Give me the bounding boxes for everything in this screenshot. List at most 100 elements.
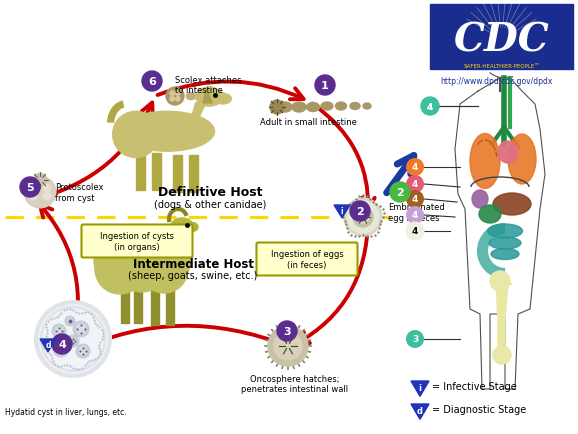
- Text: Embryonated
egg in feces: Embryonated egg in feces: [388, 203, 444, 222]
- Circle shape: [68, 319, 72, 323]
- Text: d: d: [45, 341, 51, 349]
- Circle shape: [94, 243, 130, 279]
- Bar: [134, 287, 142, 323]
- Circle shape: [43, 184, 51, 193]
- Circle shape: [142, 72, 162, 92]
- Text: 4: 4: [412, 227, 418, 236]
- Circle shape: [140, 246, 188, 293]
- Ellipse shape: [350, 103, 360, 110]
- Circle shape: [170, 97, 175, 102]
- Polygon shape: [334, 206, 350, 218]
- Polygon shape: [203, 90, 212, 104]
- Text: 6: 6: [148, 77, 156, 87]
- Text: = Diagnostic Stage: = Diagnostic Stage: [432, 404, 526, 414]
- Ellipse shape: [186, 93, 196, 101]
- FancyBboxPatch shape: [81, 225, 192, 258]
- Text: Scolex attaches
to intestine: Scolex attaches to intestine: [175, 76, 242, 95]
- Circle shape: [490, 271, 510, 291]
- Circle shape: [421, 98, 439, 116]
- Circle shape: [347, 201, 379, 233]
- Ellipse shape: [278, 103, 292, 113]
- Ellipse shape: [214, 94, 231, 105]
- Polygon shape: [170, 234, 182, 250]
- Circle shape: [43, 193, 51, 201]
- Ellipse shape: [195, 88, 223, 107]
- Ellipse shape: [335, 103, 346, 111]
- Circle shape: [270, 101, 284, 115]
- Circle shape: [76, 344, 90, 358]
- Circle shape: [70, 338, 76, 344]
- Text: 4: 4: [427, 102, 433, 111]
- Circle shape: [390, 183, 410, 203]
- Ellipse shape: [321, 103, 333, 111]
- Text: (dogs & other canidae): (dogs & other canidae): [154, 200, 266, 210]
- Circle shape: [33, 174, 47, 187]
- Bar: [188, 156, 198, 193]
- Circle shape: [175, 92, 180, 96]
- Polygon shape: [492, 284, 512, 354]
- Ellipse shape: [206, 93, 216, 101]
- Text: i: i: [418, 384, 421, 392]
- Circle shape: [406, 330, 424, 348]
- Circle shape: [268, 326, 308, 366]
- Circle shape: [35, 301, 111, 377]
- Text: 3: 3: [283, 326, 291, 336]
- Circle shape: [113, 112, 159, 158]
- Text: SAFER·HEALTHIER·PEOPLE™: SAFER·HEALTHIER·PEOPLE™: [463, 64, 540, 69]
- Text: 4: 4: [412, 195, 418, 204]
- Circle shape: [166, 88, 184, 106]
- Text: Ingestion of cysts
(in organs): Ingestion of cysts (in organs): [100, 232, 174, 251]
- Circle shape: [115, 237, 155, 277]
- Ellipse shape: [470, 134, 500, 189]
- Circle shape: [315, 76, 335, 96]
- Circle shape: [79, 347, 87, 355]
- Polygon shape: [411, 381, 429, 396]
- Circle shape: [406, 159, 424, 177]
- Text: http://www.dpd.cdc.gov/dpdx: http://www.dpd.cdc.gov/dpdx: [440, 77, 553, 86]
- Ellipse shape: [169, 226, 179, 237]
- Circle shape: [76, 324, 86, 334]
- Ellipse shape: [120, 112, 214, 152]
- Circle shape: [406, 176, 424, 194]
- Text: 4: 4: [412, 211, 418, 220]
- Circle shape: [43, 309, 103, 369]
- Ellipse shape: [196, 93, 206, 101]
- Ellipse shape: [479, 206, 501, 224]
- Text: 2: 2: [396, 187, 404, 197]
- Polygon shape: [191, 104, 206, 118]
- Circle shape: [357, 211, 369, 224]
- Ellipse shape: [171, 218, 193, 234]
- Text: CDC: CDC: [454, 21, 549, 59]
- Text: Hydatid cyst in liver, lungs, etc.: Hydatid cyst in liver, lungs, etc.: [5, 407, 127, 416]
- Circle shape: [24, 177, 56, 208]
- Ellipse shape: [216, 93, 226, 101]
- Bar: [166, 289, 174, 325]
- Bar: [152, 154, 161, 191]
- Text: Protoscolex
from cyst: Protoscolex from cyst: [55, 183, 103, 202]
- Circle shape: [274, 332, 302, 360]
- Text: 4: 4: [58, 339, 66, 349]
- Circle shape: [52, 334, 72, 354]
- Bar: [121, 287, 129, 323]
- Text: 4: 4: [412, 163, 418, 172]
- Circle shape: [133, 236, 177, 279]
- Text: 4: 4: [427, 102, 433, 111]
- Circle shape: [406, 207, 424, 224]
- Text: 5: 5: [26, 183, 34, 193]
- Ellipse shape: [491, 249, 519, 260]
- Circle shape: [95, 244, 145, 294]
- Circle shape: [56, 344, 66, 354]
- Text: 3: 3: [412, 335, 418, 344]
- Ellipse shape: [363, 104, 371, 110]
- Text: i: i: [340, 207, 343, 216]
- Circle shape: [55, 327, 63, 335]
- Circle shape: [277, 321, 297, 341]
- FancyBboxPatch shape: [257, 243, 358, 276]
- Circle shape: [20, 178, 40, 197]
- Bar: [173, 156, 182, 193]
- Circle shape: [53, 341, 69, 357]
- Circle shape: [406, 191, 424, 208]
- Text: = Infective Stage: = Infective Stage: [432, 381, 517, 391]
- Circle shape: [67, 335, 79, 347]
- Bar: [430, 5, 573, 70]
